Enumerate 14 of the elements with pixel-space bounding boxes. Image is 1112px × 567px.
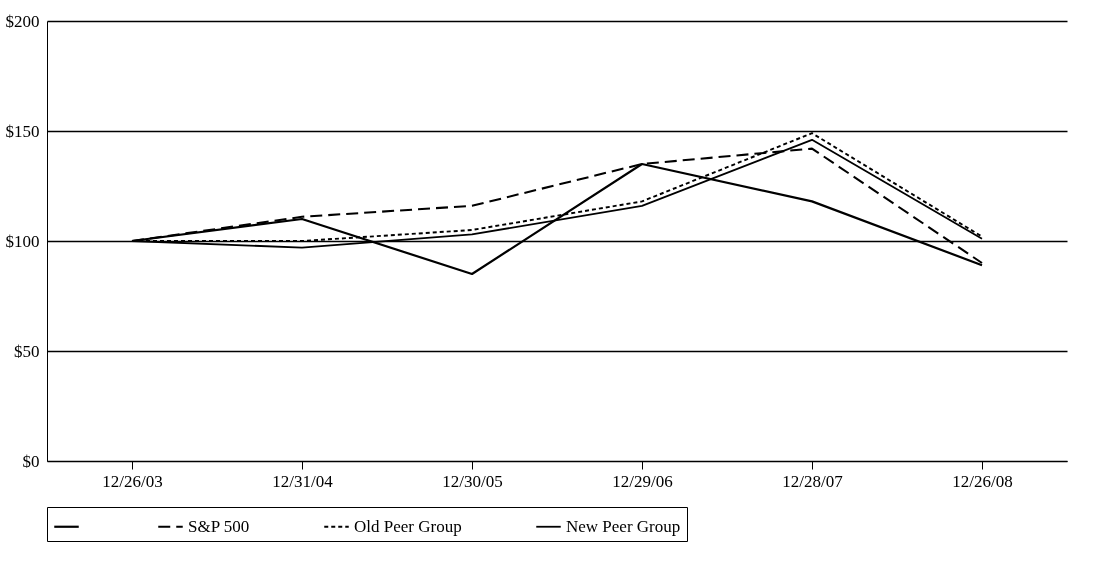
y-tick-label: $50 <box>14 341 40 361</box>
x-tick-label: 12/30/05 <box>442 471 503 491</box>
y-tick-label: $150 <box>5 121 40 141</box>
x-tick-label: 12/31/04 <box>272 471 334 491</box>
legend-label: New Peer Group <box>566 516 681 536</box>
y-tick-label: $200 <box>5 11 40 31</box>
legend-label: Old Peer Group <box>354 516 462 536</box>
x-tick-label: 12/29/06 <box>612 471 673 491</box>
legend-label: S&P 500 <box>188 516 250 536</box>
x-tick-label: 12/26/08 <box>952 471 1013 491</box>
x-tick-label: 12/26/03 <box>102 471 163 491</box>
x-tick-label: 12/28/07 <box>782 471 844 491</box>
y-tick-label: $100 <box>5 231 40 251</box>
y-tick-label: $0 <box>22 451 40 471</box>
